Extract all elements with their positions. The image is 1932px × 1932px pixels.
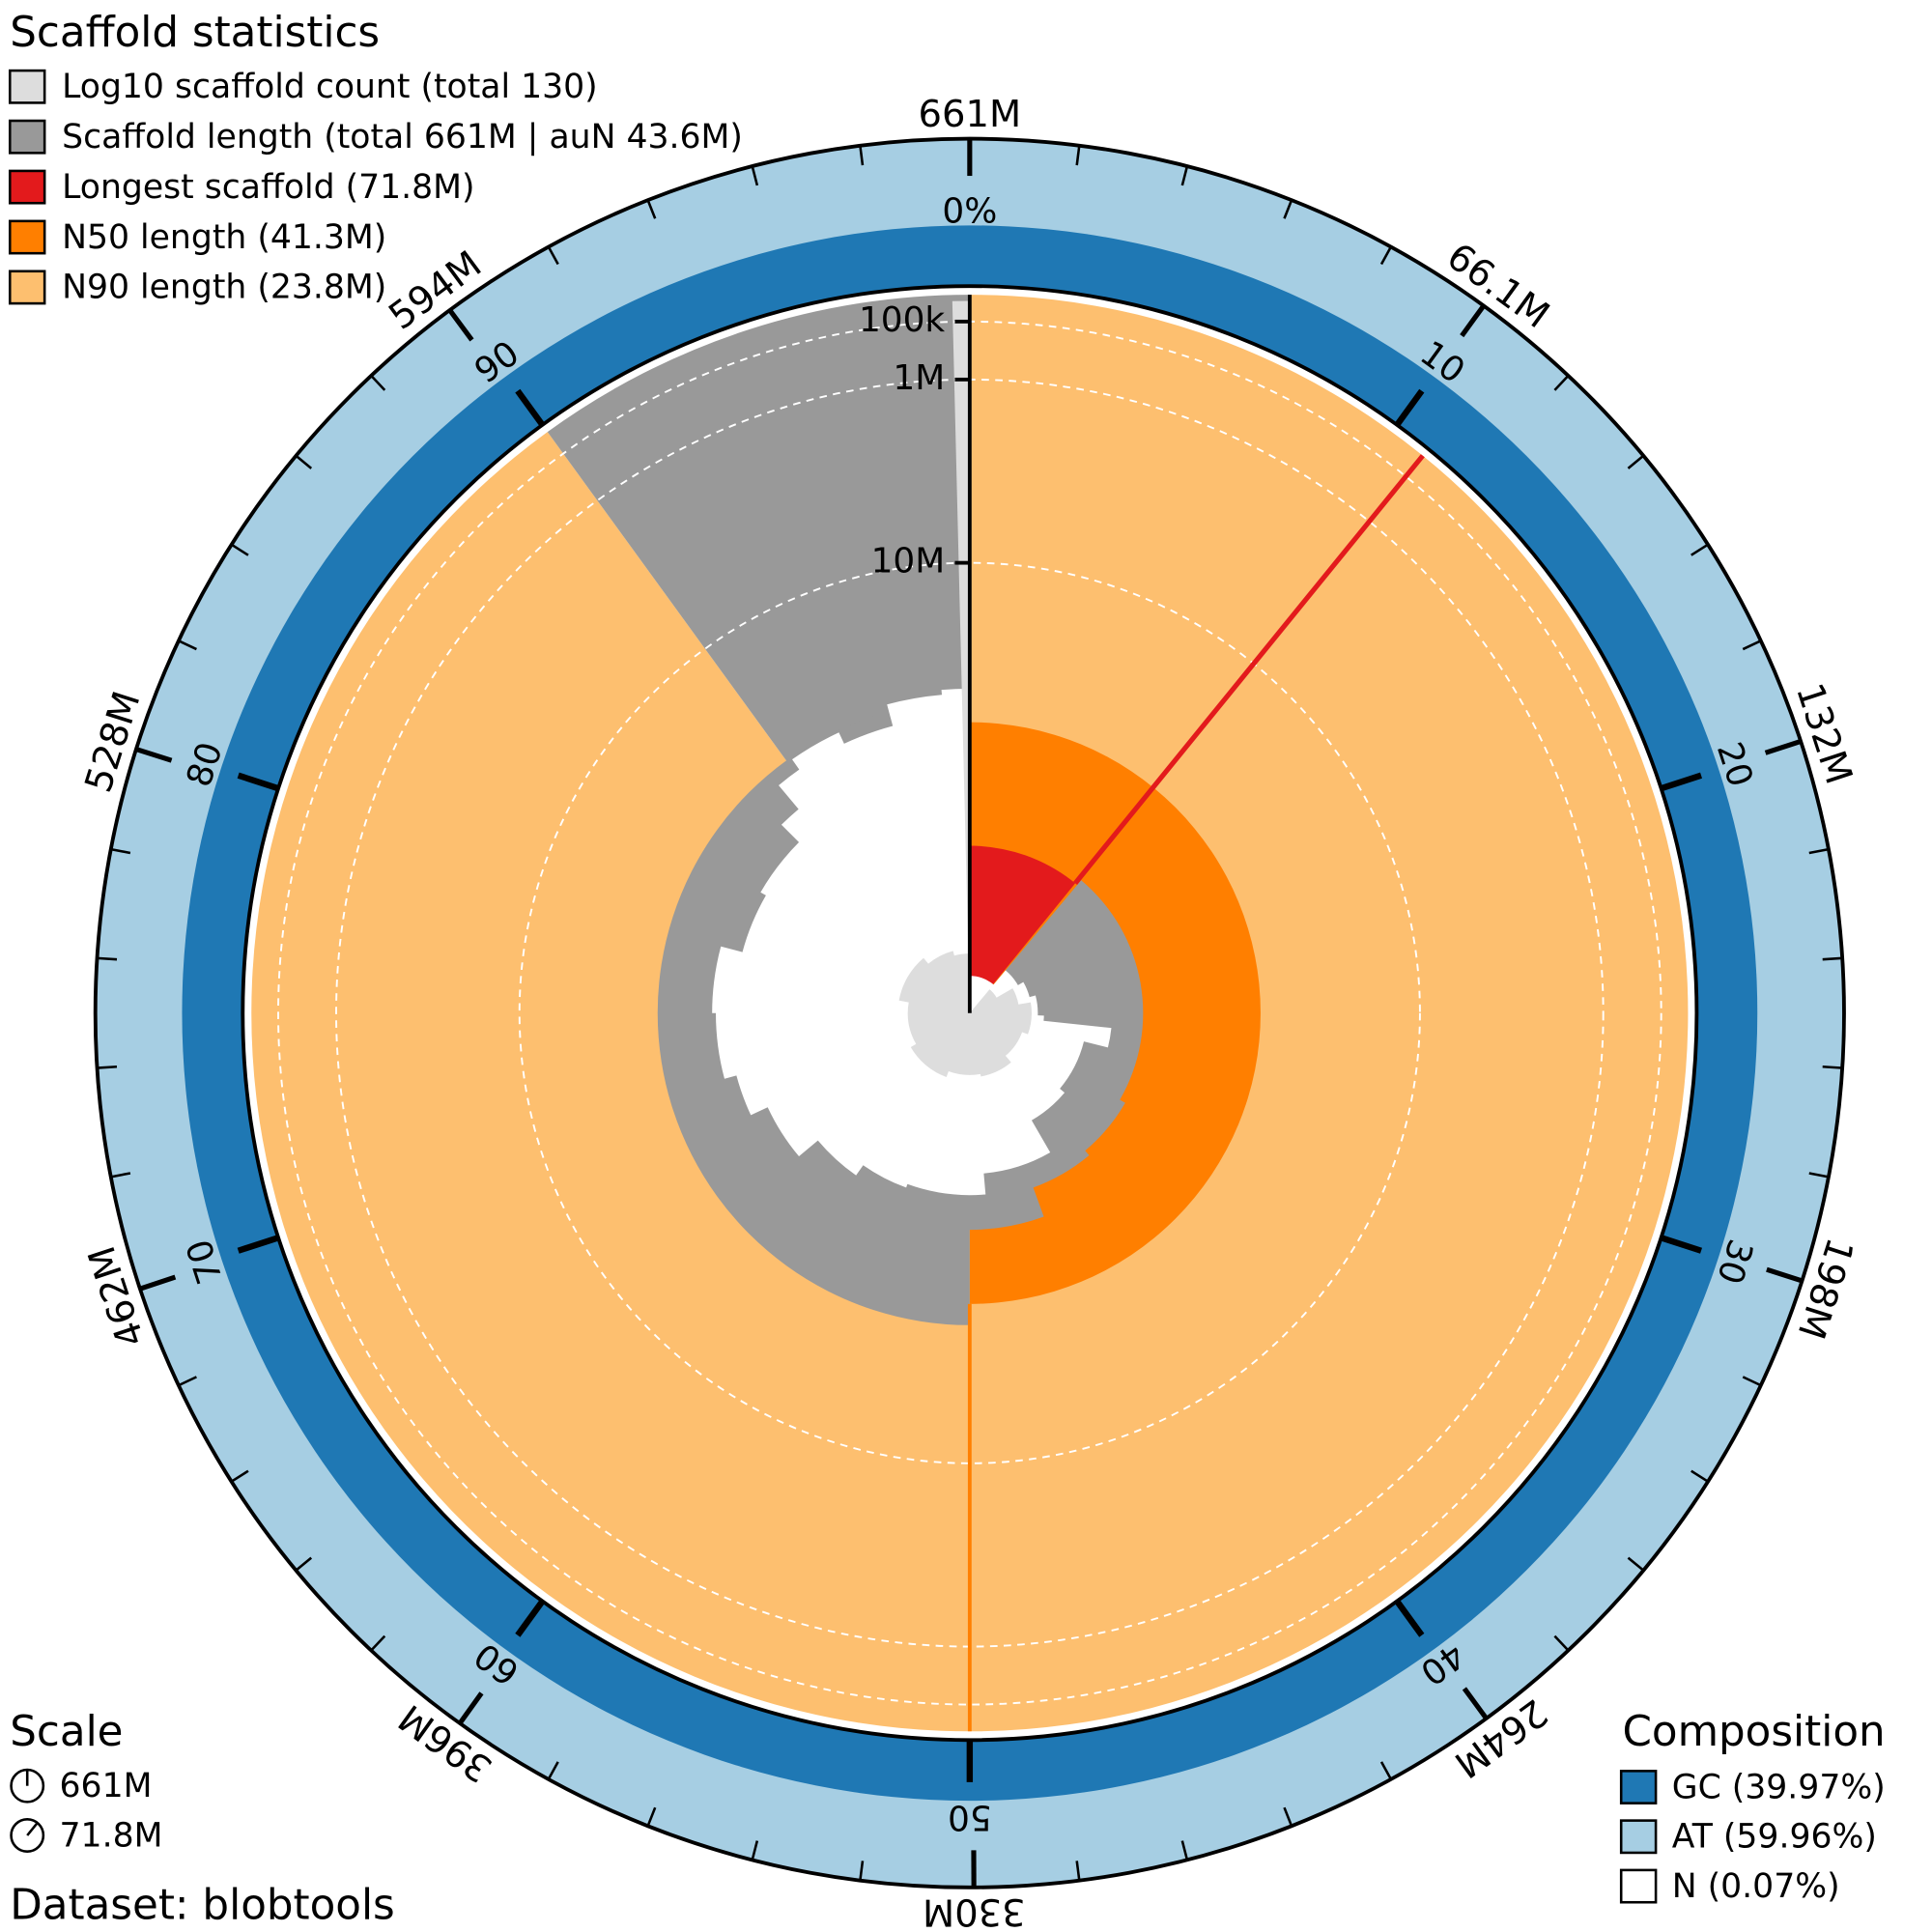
minor-tick: [1379, 1761, 1393, 1780]
minor-tick: [1808, 1172, 1830, 1179]
scale-icon: [10, 1818, 45, 1853]
legend-swatch: [8, 219, 46, 255]
minor-tick: [859, 145, 865, 166]
outer-circle: [93, 136, 1846, 1889]
radial-tick-label: 100k: [859, 300, 945, 340]
length-tick: [139, 1274, 177, 1292]
minor-tick: [859, 1861, 865, 1881]
percent-tick: [1394, 388, 1425, 427]
percent-tick: [1660, 772, 1703, 792]
gc-axis-label: 0%: [942, 192, 997, 232]
minor-tick: [110, 1172, 131, 1179]
minor-tick: [1742, 639, 1762, 651]
percent-tick-label: 50: [948, 1797, 992, 1836]
scale-label: 71.8M: [60, 1816, 163, 1855]
scale-label: 661M: [60, 1767, 153, 1805]
composition-swatch: [1619, 1868, 1658, 1904]
minor-tick: [110, 847, 131, 855]
minor-tick: [1180, 165, 1189, 186]
minor-tick: [295, 1556, 313, 1572]
composition-label: GC (39.97%): [1672, 1768, 1886, 1806]
scale-icon-hand: [26, 1822, 39, 1836]
minor-tick: [547, 245, 559, 266]
legend-label: N90 length (23.8M): [62, 269, 386, 307]
minor-tick: [1627, 454, 1645, 469]
length-tick: [1766, 1266, 1804, 1284]
minor-tick: [178, 639, 197, 651]
minor-tick: [1742, 1376, 1762, 1387]
chart-title: Scaffold statistics: [10, 9, 380, 57]
legend-swatch: [8, 119, 46, 155]
composition-swatch: [1619, 1770, 1658, 1804]
composition-swatch: [1619, 1819, 1658, 1855]
minor-tick: [1075, 145, 1081, 166]
minor-tick: [751, 165, 759, 186]
minor-tick: [370, 1634, 386, 1652]
minor-tick: [547, 1761, 559, 1780]
legend-swatch: [8, 270, 46, 305]
percent-tick: [1394, 1599, 1425, 1637]
percent-tick: [515, 388, 546, 427]
minor-tick: [1283, 1806, 1293, 1827]
composition-label: N (0.07%): [1672, 1867, 1840, 1906]
minor-tick: [1627, 1556, 1645, 1572]
minor-tick: [646, 199, 657, 219]
length-tick: [1462, 1687, 1489, 1720]
radial-tick-label: 1M: [893, 358, 945, 398]
legend-label: Log10 scaffold count (total 130): [62, 68, 598, 106]
length-tick-label: 330M: [923, 1889, 1026, 1932]
minor-tick: [751, 1840, 759, 1861]
composition-label: AT (59.96%): [1672, 1818, 1877, 1857]
minor-tick: [230, 543, 249, 556]
minor-tick: [1822, 1065, 1843, 1069]
minor-tick: [1553, 375, 1570, 391]
percent-tick: [1660, 1235, 1703, 1254]
minor-tick: [97, 956, 118, 961]
minor-tick: [1379, 245, 1393, 266]
minor-tick: [1822, 956, 1843, 961]
minor-tick: [1180, 1840, 1189, 1861]
legend-swatch: [8, 69, 46, 104]
length-tick: [1764, 738, 1802, 755]
length-tick: [457, 1691, 484, 1725]
legend-label: Scaffold length (total 661M | auN 43.6M): [62, 118, 743, 156]
percent-tick: [515, 1599, 546, 1637]
legend-swatch: [8, 169, 46, 205]
minor-tick: [230, 1469, 249, 1483]
minor-tick: [646, 1806, 657, 1827]
minor-tick: [1690, 543, 1709, 556]
minor-tick: [97, 1065, 118, 1069]
scaffold-count-profile: [898, 951, 1032, 1077]
dataset-label: Dataset: blobtools: [10, 1881, 395, 1929]
longest-sector: [969, 845, 1076, 1013]
minor-tick: [1808, 847, 1830, 855]
scale-title: Scale: [10, 1708, 123, 1756]
radial-tick-label: 10M: [871, 542, 946, 582]
composition-title: Composition: [1622, 1708, 1885, 1756]
minor-tick: [1690, 1469, 1709, 1483]
legend-label: Longest scaffold (71.8M): [62, 168, 474, 207]
length-tick-label: 661M: [919, 93, 1022, 136]
scaffold-count-sliver: [952, 300, 970, 1013]
minor-tick: [1075, 1861, 1081, 1881]
minor-tick: [370, 375, 386, 391]
legend-label: N50 length (41.3M): [62, 218, 386, 257]
minor-tick: [295, 454, 313, 469]
length-tick: [135, 747, 173, 763]
minor-tick: [178, 1376, 197, 1387]
inner-profile: [712, 688, 1112, 1196]
length-tick: [1460, 303, 1486, 338]
percent-tick: [237, 1235, 280, 1254]
length-tick: [447, 308, 474, 342]
minor-tick: [1553, 1634, 1570, 1652]
longest-line: [1073, 454, 1425, 885]
minor-tick: [1283, 199, 1293, 219]
percent-tick: [237, 772, 280, 792]
